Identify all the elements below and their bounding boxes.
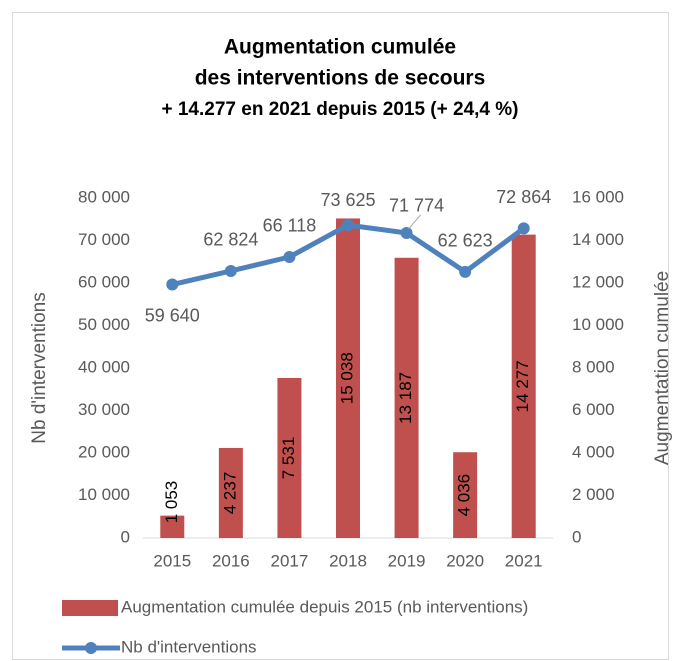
bar-value-label: 7 531 [279, 437, 298, 480]
bar-value-label: 4 237 [220, 472, 239, 515]
y-tick-label: 20 000 [78, 442, 130, 461]
line-marker [459, 265, 472, 278]
y-tick-label: 70 000 [78, 230, 130, 249]
y2-tick-label: 4 000 [572, 442, 615, 461]
line-value-label: 62 623 [438, 231, 493, 251]
bar [277, 377, 302, 538]
y2-tick-label: 8 000 [572, 357, 615, 376]
y-axis-title: Nb d'interventions [29, 292, 50, 444]
line-marker [224, 264, 237, 277]
line-marker [166, 278, 179, 291]
y-tick-label: 60 000 [78, 272, 130, 291]
line-marker [517, 222, 530, 235]
y2-axis-title: Augmentation cumulée [652, 271, 673, 465]
bar-value-label: 14 277 [513, 360, 532, 412]
y-tick-label: 50 000 [78, 315, 130, 334]
y-tick-label: 0 [121, 527, 130, 546]
bar-value-label: 15 038 [337, 352, 356, 404]
legend-swatch [62, 600, 118, 616]
x-tick-label: 2015 [153, 551, 191, 570]
bar [453, 452, 478, 538]
chart-title: + 14.277 en 2021 depuis 2015 (+ 24,4 %) [161, 99, 518, 120]
bar [336, 218, 360, 538]
bar [511, 234, 536, 538]
chart-title: des interventions de secours [195, 67, 486, 90]
x-tick-label: 2019 [388, 551, 426, 570]
leader-line [408, 214, 421, 230]
y2-tick-label: 14 000 [572, 230, 624, 249]
x-tick-label: 2016 [212, 551, 250, 570]
x-tick-label: 2018 [329, 551, 367, 570]
x-tick-label: 2020 [446, 551, 484, 570]
bar [160, 515, 185, 538]
line-value-label: 72 864 [496, 187, 551, 207]
y-tick-label: 40 000 [78, 357, 130, 376]
bar [218, 447, 243, 538]
y-tick-label: 10 000 [78, 485, 130, 504]
bar-value-label: 13 187 [396, 372, 415, 424]
bar-value-label: 4 036 [455, 474, 474, 517]
line-value-label: 62 824 [203, 230, 258, 250]
line-value-label: 73 625 [320, 190, 375, 210]
line-marker [342, 219, 354, 232]
legend-marker [85, 642, 97, 654]
y2-tick-label: 12 000 [572, 272, 624, 291]
y-tick-label: 30 000 [78, 400, 130, 419]
y-tick-label: 80 000 [78, 187, 130, 206]
chart-title: Augmentation cumulée [224, 36, 456, 59]
line-value-label: 71 774 [389, 196, 444, 216]
y2-tick-label: 0 [572, 527, 581, 546]
x-tick-label: 2017 [271, 551, 309, 570]
y2-tick-label: 6 000 [572, 400, 615, 419]
line-value-label: 66 118 [263, 216, 317, 236]
bar-value-label: 1 053 [162, 481, 181, 524]
legend-label: Augmentation cumulée depuis 2015 (nb int… [121, 597, 528, 616]
line-marker [283, 250, 296, 263]
y2-tick-label: 10 000 [572, 315, 624, 334]
x-tick-label: 2021 [505, 551, 543, 570]
y2-tick-label: 16 000 [572, 187, 624, 206]
y2-tick-label: 2 000 [572, 485, 615, 504]
bar [394, 257, 419, 538]
legend-label: Nb d'interventions [121, 637, 257, 656]
line-marker [400, 226, 413, 239]
line-value-label: 59 640 [145, 305, 200, 325]
